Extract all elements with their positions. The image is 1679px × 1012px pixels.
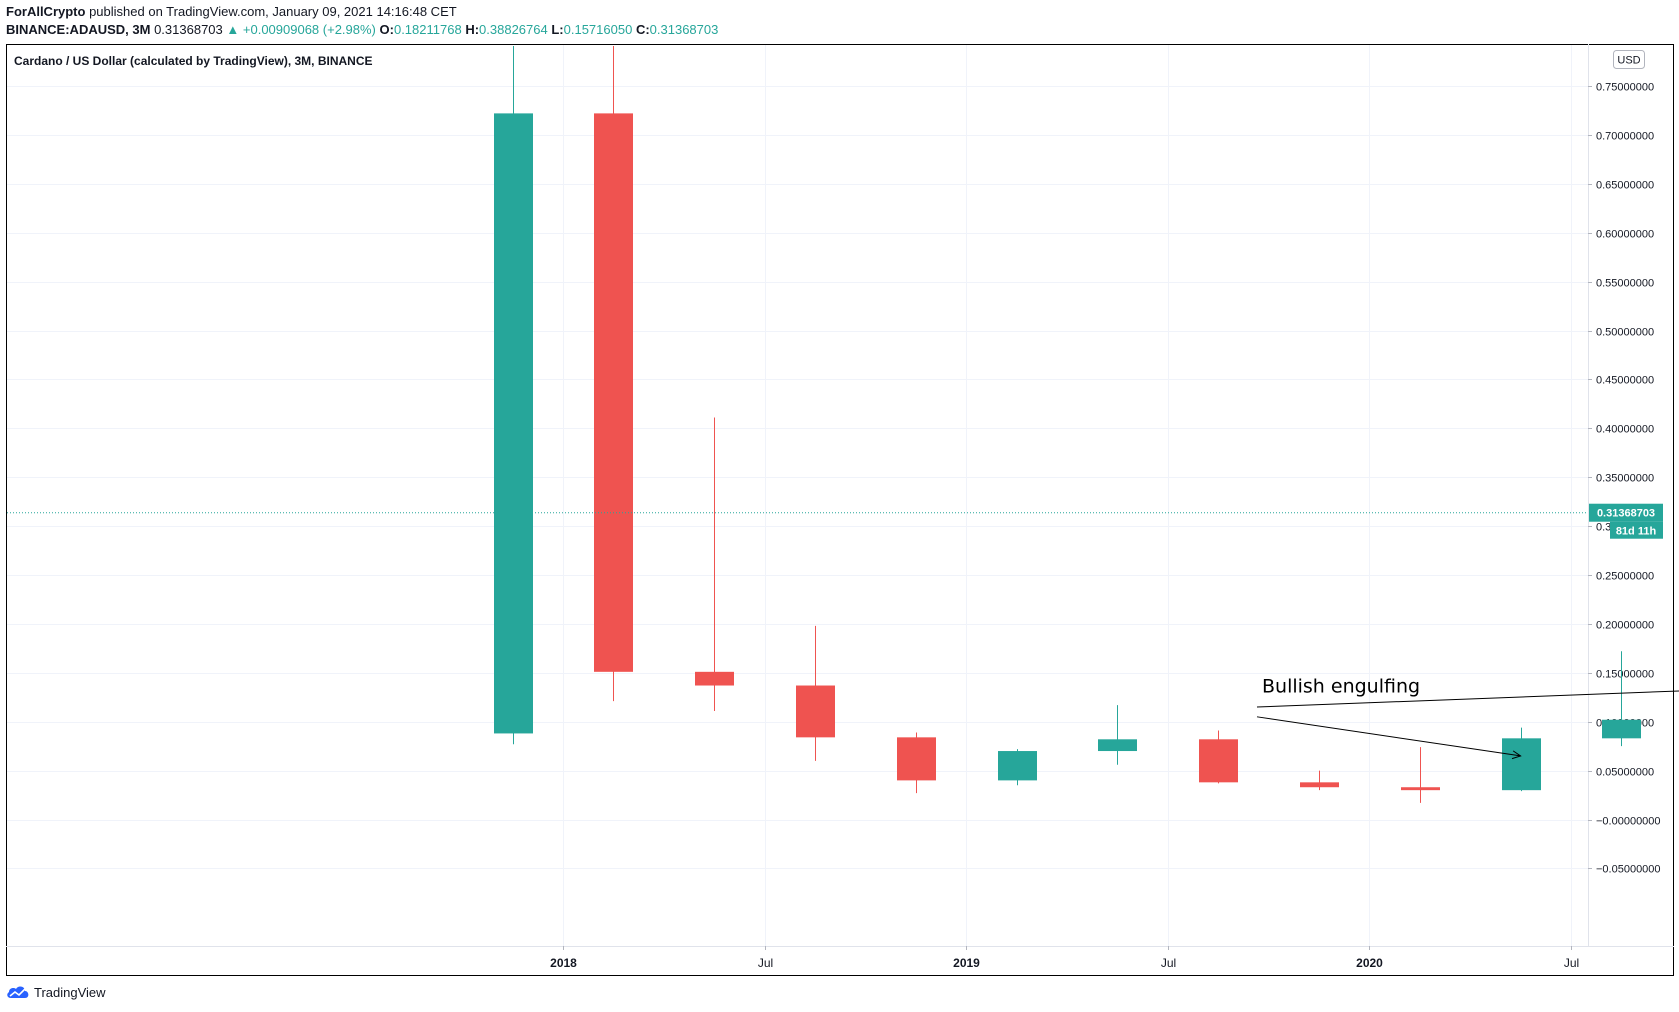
ohlc-legend: BINANCE:ADAUSD, 3M 0.31368703 ▲ +0.00909…: [6, 22, 718, 37]
y-tick-label: 0.35000000: [1596, 473, 1654, 485]
x-axis-ticks: 2018Jul2019Jul2020Jul2021Jul2022Jul2023: [550, 946, 1579, 970]
y-tick-label: 0.15000000: [1596, 669, 1654, 681]
high-value: 0.38826764: [479, 22, 548, 37]
close-value: 0.31368703: [649, 22, 719, 37]
candle-body: [796, 685, 835, 738]
candle-body: [1300, 782, 1339, 788]
annotation-arrow-line: [1256, 690, 1679, 708]
candle-body: [1602, 719, 1641, 739]
y-tick-label: −0.05000000: [1596, 864, 1661, 876]
y-tick-label: 0.55000000: [1596, 278, 1654, 290]
x-tick-label: 2019: [953, 956, 980, 970]
y-tick-label: 0.60000000: [1596, 229, 1654, 241]
grid-layer: [7, 45, 1588, 946]
y-tick-label: 0.20000000: [1596, 620, 1654, 632]
y-tick-label: 0.70000000: [1596, 131, 1654, 143]
low-value: 0.15716050: [563, 22, 633, 37]
last-price-text: 0.31368703: [154, 22, 223, 37]
annotation-text: Bullish engulfing: [1262, 675, 1420, 697]
y-tick-label: 0.50000000: [1596, 327, 1654, 339]
candle-body: [1401, 787, 1440, 791]
y-tick-label: −0.00000000: [1596, 816, 1661, 828]
x-tick-label: 2018: [550, 956, 577, 970]
y-tick-label: 0.3: [1596, 522, 1611, 534]
countdown-tag-bg: [1610, 521, 1663, 539]
candle-body: [695, 671, 734, 686]
y-tick-label: 0.75000000: [1596, 82, 1654, 94]
currency-badge-label: USD: [1617, 55, 1640, 67]
y-tick-label: 0.05000000: [1596, 767, 1654, 779]
x-tick-label: 2020: [1356, 956, 1383, 970]
chart-title: Cardano / US Dollar (calculated by Tradi…: [14, 54, 373, 68]
y-tick-label: 0.40000000: [1596, 424, 1654, 436]
y-tick-label: 0.65000000: [1596, 180, 1654, 192]
annotation-arrow-head: [1511, 750, 1522, 760]
annotation-arrow-line: [1256, 716, 1521, 757]
currency-badge[interactable]: USD: [1613, 50, 1645, 69]
y-tick-label: 0.25000000: [1596, 571, 1654, 583]
x-tick-label: Jul: [1161, 956, 1176, 970]
candle-body: [897, 737, 936, 781]
x-tick-label: Jul: [1564, 956, 1579, 970]
tradingview-cloud-icon: [7, 986, 29, 998]
publish-info: ForAllCrypto published on TradingView.co…: [6, 4, 457, 19]
last-price-line: 0.31368703 81d 11h: [7, 503, 1663, 539]
tradingview-logo[interactable]: TradingView: [6, 984, 106, 1000]
change-text: +0.00909068 (+2.98%): [242, 22, 376, 37]
candle-body: [494, 113, 533, 734]
close-label: C:: [635, 22, 650, 37]
candle-body: [594, 113, 633, 672]
up-triangle-icon: ▲: [226, 22, 240, 37]
y-tick-label: 0.45000000: [1596, 375, 1654, 387]
candle-body: [998, 751, 1037, 781]
last-price-tag-bg: [1589, 503, 1663, 522]
high-label: H:: [465, 22, 480, 37]
low-label: L:: [551, 22, 564, 37]
candle-body: [1098, 739, 1137, 752]
candle-body: [1199, 739, 1238, 783]
annotation: Bullish engulfing: [1256, 675, 1679, 760]
chart-frame: [6, 44, 1674, 976]
last-price-tag: 0.31368703: [1597, 508, 1655, 520]
countdown-tag: 81d 11h: [1616, 526, 1657, 538]
open-value: 0.18211768: [393, 22, 462, 37]
candles: [494, 46, 1641, 803]
y-axis-ticks: 0.75000000 0.70000000 0.65000000 0.60000000…: [1588, 82, 1661, 876]
x-tick-label: Jul: [758, 956, 773, 970]
tradingview-brand: TradingView: [34, 984, 106, 1000]
symbol-label: BINANCE:ADAUSD, 3M: [6, 22, 151, 37]
author-name: ForAllCrypto: [6, 4, 86, 19]
candle-body: [1502, 738, 1541, 791]
open-label: O:: [379, 22, 394, 37]
published-text: published on TradingView.com, January 09…: [85, 4, 457, 19]
